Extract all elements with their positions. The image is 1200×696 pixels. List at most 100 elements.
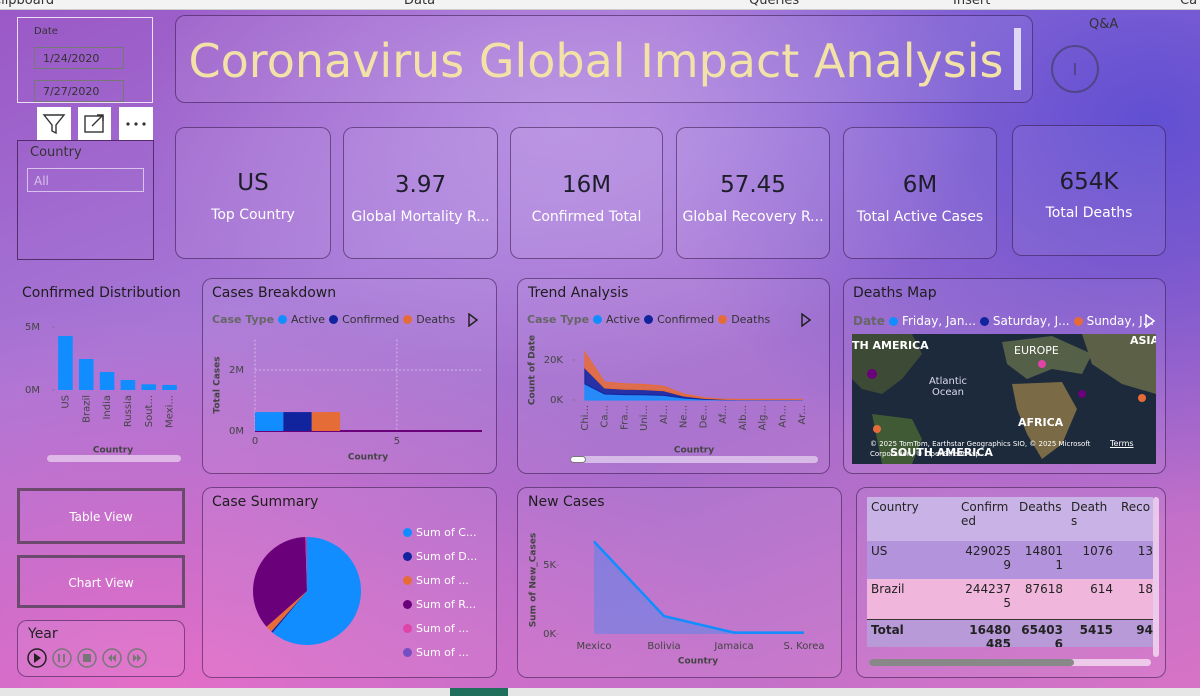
focus-button[interactable] bbox=[78, 107, 111, 140]
scrollbar[interactable] bbox=[869, 659, 1151, 666]
legend-next[interactable] bbox=[467, 313, 479, 327]
legend-swatch bbox=[403, 552, 412, 561]
y-tick-label: 5M bbox=[25, 322, 40, 333]
kpi-card: 654K Total Deaths bbox=[1012, 125, 1166, 256]
chart-title: New Cases bbox=[528, 494, 605, 510]
dropdown[interactable]: All bbox=[27, 168, 144, 192]
scrollbar[interactable] bbox=[47, 455, 181, 462]
legend-label: Confirmed bbox=[342, 313, 400, 326]
legend-label: Deaths bbox=[416, 313, 456, 326]
x-tick-label: India bbox=[102, 395, 113, 420]
legend-label: Confirmed bbox=[657, 313, 715, 326]
legend-label: Sum of R... bbox=[416, 598, 477, 611]
filter-button[interactable] bbox=[37, 107, 71, 140]
cell: US bbox=[871, 544, 888, 558]
legend-swatch bbox=[403, 528, 412, 537]
table-panel: Country Confirmed Deaths Deaths Reco US … bbox=[856, 487, 1166, 678]
map[interactable]: TH AMERICA EUROPE ASIA Atlantic Ocean AF… bbox=[852, 334, 1156, 464]
map-terms[interactable]: Terms bbox=[1110, 439, 1134, 448]
ribbon-group[interactable]: Ca bbox=[1180, 0, 1198, 8]
chart-panel: Cases Breakdown Case Type Active Confirm… bbox=[202, 278, 497, 474]
legend-item: Sum of ... bbox=[403, 622, 469, 635]
date-slicer: Date 1/24/2020 7/27/2020 bbox=[17, 17, 153, 103]
qa-button[interactable] bbox=[1051, 45, 1099, 93]
column-header[interactable]: Deaths bbox=[1071, 500, 1108, 528]
filter-icon bbox=[42, 114, 66, 135]
kpi-label: Total Deaths bbox=[1045, 205, 1133, 221]
map-label: SOUTH AMERICA bbox=[890, 446, 993, 459]
legend-item: Sum of ... bbox=[403, 574, 469, 587]
legend-swatch bbox=[403, 576, 412, 585]
table: Country Confirmed Deaths Deaths Reco US … bbox=[867, 497, 1153, 647]
bar bbox=[99, 371, 115, 390]
legend-item: Sum of R... bbox=[403, 598, 476, 611]
ribbon-group[interactable]: Data bbox=[404, 0, 436, 8]
cell: 654036 bbox=[1021, 622, 1063, 648]
table-viewport: Country Confirmed Deaths Deaths Reco US … bbox=[867, 497, 1153, 647]
scrollbar[interactable] bbox=[1153, 497, 1159, 657]
kpi-value: 57.45 bbox=[720, 172, 786, 198]
column-header[interactable]: Deaths bbox=[1019, 500, 1062, 514]
map-label: ASIA bbox=[1130, 334, 1156, 347]
nav-button[interactable]: Table View bbox=[17, 488, 185, 544]
date-input[interactable]: 7/27/2020 bbox=[34, 80, 124, 102]
scroll-thumb[interactable] bbox=[869, 659, 1074, 666]
kpi-label: Confirmed Total bbox=[531, 209, 642, 225]
cell: Brazil bbox=[871, 582, 905, 596]
nav-button[interactable]: Chart View bbox=[17, 555, 185, 608]
map-label: TH AMERICA bbox=[852, 339, 929, 352]
slicer-label: Year bbox=[28, 626, 58, 642]
legend-swatch bbox=[403, 648, 412, 657]
map-panel: Deaths Map Date Friday, Jan... Saturday,… bbox=[843, 278, 1166, 474]
ribbon-group[interactable]: Insert bbox=[953, 0, 991, 8]
page-tab[interactable] bbox=[450, 688, 508, 696]
scroll-thumb[interactable] bbox=[570, 456, 586, 463]
x-tick-label: Brazil bbox=[81, 395, 92, 423]
chart-title: Cases Breakdown bbox=[212, 285, 337, 301]
focus-icon bbox=[84, 114, 104, 133]
legend-swatch bbox=[979, 316, 989, 326]
legend-swatch bbox=[403, 315, 413, 324]
legend-label: Deaths bbox=[731, 313, 771, 326]
kpi-card: 16M Confirmed Total bbox=[510, 127, 663, 259]
ribbon-group[interactable]: Queries bbox=[749, 0, 800, 8]
table-row: US 4290259 148011 1076 13 bbox=[867, 541, 1153, 579]
legend-label: Active bbox=[606, 313, 641, 326]
legend-item: Sum of ... bbox=[403, 646, 469, 659]
map-label: EUROPE bbox=[1014, 344, 1059, 357]
kpi-value: 6M bbox=[902, 172, 938, 198]
legend-swatch bbox=[644, 315, 654, 324]
cell: 87618 bbox=[1024, 582, 1063, 596]
more-icon bbox=[126, 122, 146, 126]
map-label: AFRICA bbox=[1018, 416, 1064, 429]
kpi-label: Total Active Cases bbox=[856, 209, 984, 225]
legend-item: Sum of C... bbox=[403, 526, 476, 539]
ribbon-group[interactable]: Clipboard bbox=[0, 0, 55, 8]
slicer-label: Country bbox=[30, 145, 82, 160]
more-button[interactable] bbox=[119, 107, 153, 140]
column-header[interactable]: Reco bbox=[1121, 500, 1151, 514]
scrollbar[interactable] bbox=[570, 456, 818, 463]
kpi-label: Top Country bbox=[211, 207, 295, 223]
play-controls[interactable] bbox=[24, 647, 154, 669]
map-image bbox=[852, 334, 1156, 464]
chart-panel: New Cases bbox=[517, 487, 842, 678]
legend-label: Sum of ... bbox=[416, 574, 469, 587]
legend-next[interactable] bbox=[1144, 314, 1156, 328]
cell: 94 bbox=[1136, 622, 1153, 637]
qa-label: Q&A bbox=[1089, 17, 1119, 32]
column-header[interactable]: Confirmed bbox=[961, 500, 1009, 528]
column-header[interactable]: Country bbox=[871, 500, 919, 514]
legend-label: Sum of ... bbox=[416, 646, 469, 659]
ribbon: Clipboard Data Queries Insert Ca bbox=[0, 0, 1200, 10]
cell: 1076 bbox=[1082, 544, 1113, 558]
legend-next[interactable] bbox=[800, 313, 812, 327]
legend-label: Saturday, J... bbox=[992, 314, 1070, 328]
x-tick-label: US bbox=[60, 395, 71, 409]
kpi-value: 654K bbox=[1059, 169, 1119, 195]
date-input[interactable]: 1/24/2020 bbox=[34, 47, 124, 69]
legend-swatch bbox=[718, 315, 728, 324]
cursor bbox=[1014, 28, 1021, 90]
status-bar bbox=[0, 688, 1200, 696]
